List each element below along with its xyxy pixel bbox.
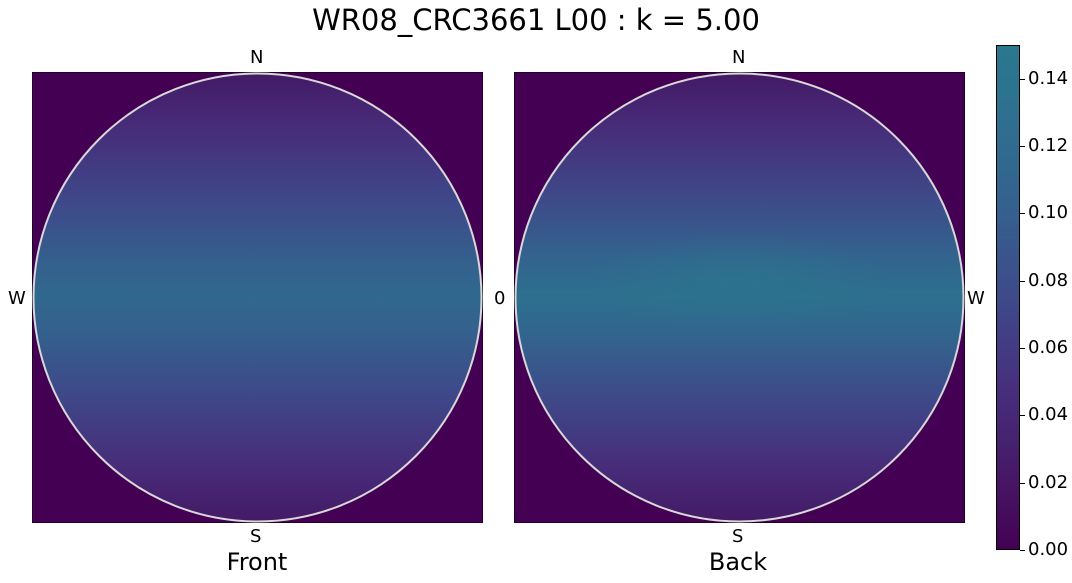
back-map	[514, 72, 965, 523]
front-limb	[32, 72, 483, 523]
front-south-label: S	[250, 526, 262, 547]
back-xlabel: Back	[708, 548, 768, 576]
back-panel	[514, 72, 965, 523]
colorbar-tick: 0.08	[1020, 270, 1068, 291]
front-north-label: N	[250, 47, 264, 68]
back-center-glow	[569, 229, 910, 339]
chart-title: WR08_CRC3661 L00 : k = 5.00	[312, 3, 760, 37]
back-south-label: S	[732, 526, 744, 547]
colorbar-tick: 0.10	[1020, 203, 1068, 223]
colorbar-tick-label: 0.02	[1028, 471, 1069, 493]
front-panel	[32, 72, 483, 523]
colorbar-tick: 0.02	[1020, 472, 1068, 493]
colorbar-tick: 0.14	[1020, 68, 1068, 89]
colorbar-tick: 0.04	[1020, 405, 1068, 425]
front-west-label: W	[8, 288, 26, 309]
back-limb	[514, 72, 965, 523]
colorbar-tick-label: 0.04	[1028, 404, 1069, 426]
colorbar-tick: 0.06	[1020, 338, 1068, 358]
colorbar-tick-label: 0.08	[1028, 269, 1069, 291]
front-xlabel: Front	[226, 548, 288, 576]
colorbar-tick: 0.00	[1020, 540, 1068, 560]
colorbar-tick-label: 0.12	[1028, 135, 1069, 156]
back-west-label: W	[967, 288, 985, 309]
colorbar	[996, 45, 1020, 550]
colorbar-tick-label: 0.14	[1028, 67, 1069, 89]
front-disk	[33, 73, 482, 522]
colorbar-tick-label: 0.00	[1028, 539, 1069, 560]
back-zero-label: 0	[494, 288, 506, 309]
colorbar-tick-label: 0.10	[1028, 202, 1069, 224]
front-map	[32, 72, 483, 523]
colorbar-tick: 0.12	[1020, 136, 1068, 156]
colorbar-tick-label: 0.06	[1028, 337, 1069, 358]
back-north-label: N	[732, 47, 746, 68]
